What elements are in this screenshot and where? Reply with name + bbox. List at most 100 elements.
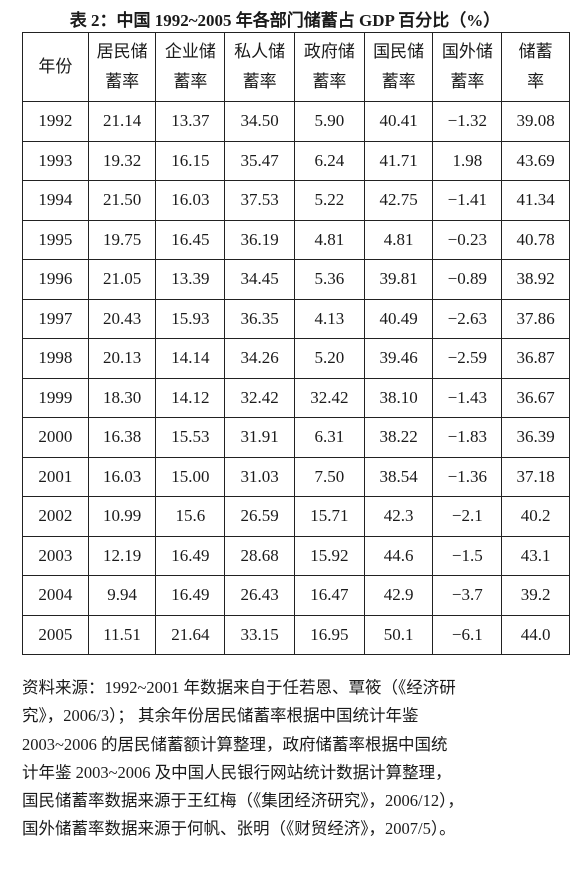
table-cell: 36.67 xyxy=(501,377,570,418)
table-cell: −3.7 xyxy=(432,575,503,616)
table-cell: 38.54 xyxy=(363,456,434,497)
header-line: 蓄率 xyxy=(173,72,208,91)
table-cell: 15.00 xyxy=(155,456,226,497)
table-cell: −0.89 xyxy=(432,259,503,300)
header-line: 蓄率 xyxy=(381,72,416,91)
table-cell: 35.47 xyxy=(224,140,295,181)
table-cell: 5.22 xyxy=(293,180,365,221)
table-cell: 2005 xyxy=(22,614,89,655)
table-cell: 28.68 xyxy=(224,535,295,576)
header-cell: 居民储 蓄率 xyxy=(87,32,157,102)
table-cell: 5.36 xyxy=(293,259,365,300)
table-cell: 41.71 xyxy=(363,140,434,181)
table-cell: 1.98 xyxy=(432,140,503,181)
table-cell: −1.32 xyxy=(432,101,503,142)
header-line: 私人储 xyxy=(234,42,286,61)
header-line: 蓄率 xyxy=(242,72,277,91)
table-cell: 16.49 xyxy=(155,575,226,616)
table-cell: 1993 xyxy=(22,140,89,181)
header-line: 企业储 xyxy=(164,42,216,61)
table-cell: 42.9 xyxy=(363,575,434,616)
table-cell: 26.59 xyxy=(224,496,295,537)
table-row: 1995 19.75 16.45 36.19 4.81 4.81 −0.23 40.78 xyxy=(22,219,570,260)
table-cell: 15.93 xyxy=(155,298,226,339)
table-cell: 44.6 xyxy=(363,535,434,576)
table-cell: −2.59 xyxy=(432,338,503,379)
table-cell: 14.12 xyxy=(155,377,226,418)
table-cell: 16.38 xyxy=(87,417,157,458)
table-cell: −1.83 xyxy=(432,417,503,458)
header-line: 储蓄 xyxy=(518,42,553,61)
table-cell: 34.50 xyxy=(224,101,295,142)
table-cell: 43.1 xyxy=(501,535,570,576)
table-cell: 1996 xyxy=(22,259,89,300)
table-cell: 36.87 xyxy=(501,338,570,379)
header-line: 蓄率 xyxy=(312,72,347,91)
header-line: 国民储 xyxy=(373,42,425,61)
header-line: 蓄率 xyxy=(105,72,140,91)
table-row: 1993 19.32 16.15 35.47 6.24 41.71 1.98 43.69 xyxy=(22,140,570,181)
table-cell: 4.13 xyxy=(293,298,365,339)
table-cell: 39.46 xyxy=(363,338,434,379)
table-cell: −1.41 xyxy=(432,180,503,221)
table-cell: 36.39 xyxy=(501,417,570,458)
table-row: 1999 18.30 14.12 32.42 32.42 38.10 −1.43 36.67 xyxy=(22,377,570,418)
table-row: 1997 20.43 15.93 36.35 4.13 40.49 −2.63 37.86 xyxy=(22,298,570,339)
table-row: 2003 12.19 16.49 28.68 15.92 44.6 −1.5 43.1 xyxy=(22,535,570,576)
table-cell: 16.15 xyxy=(155,140,226,181)
header-line: 率 xyxy=(527,72,545,91)
table-cell: 7.50 xyxy=(293,456,365,497)
table-cell: 40.78 xyxy=(501,219,570,260)
table-cell: 21.05 xyxy=(87,259,157,300)
header-cell: 储蓄率 xyxy=(501,32,570,102)
table-cell: 32.42 xyxy=(224,377,295,418)
header-cell: 国民储 蓄率 xyxy=(363,32,434,102)
table-cell: 38.10 xyxy=(363,377,434,418)
header-row: 年份 居民储 蓄率 企业储 蓄率 私人储 蓄率 政府储 蓄率 国民储 蓄率 国外储 蓄率 储蓄率 xyxy=(22,32,570,102)
table-cell: 16.03 xyxy=(87,456,157,497)
table-cell: 5.20 xyxy=(293,338,365,379)
table-cell: 1995 xyxy=(22,219,89,260)
table-row: 2000 16.38 15.53 31.91 6.31 38.22 −1.83 36.39 xyxy=(22,417,570,458)
table-cell: 33.15 xyxy=(224,614,295,655)
table-cell: 10.99 xyxy=(87,496,157,537)
table-cell: 31.91 xyxy=(224,417,295,458)
table-cell: 21.50 xyxy=(87,180,157,221)
header-line: 政府储 xyxy=(303,42,355,61)
header-cell: 年份 xyxy=(22,32,89,102)
table-row: 1998 20.13 14.14 34.26 5.20 39.46 −2.59 36.87 xyxy=(22,338,570,379)
note-line: 计年鉴 2003~2006 及中国人民银行网站统计数据计算整理， xyxy=(22,762,452,782)
table-cell: 1998 xyxy=(22,338,89,379)
table-cell: 39.2 xyxy=(501,575,570,616)
table-row: 1992 21.14 13.37 34.50 5.90 40.41 −1.32 39.08 xyxy=(22,101,570,142)
table-cell: −2.63 xyxy=(432,298,503,339)
table-cell: −6.1 xyxy=(432,614,503,655)
table-cell: 34.26 xyxy=(224,338,295,379)
table-cell: 1994 xyxy=(22,180,89,221)
table-cell: 15.6 xyxy=(155,496,226,537)
note-line: 国民储蓄率数据来源于王红梅（《集团经济研究》，2006/12）， xyxy=(22,791,464,811)
table-cell: 34.45 xyxy=(224,259,295,300)
table-cell: −1.36 xyxy=(432,456,503,497)
table-cell: 44.0 xyxy=(501,614,570,655)
table-cell: 6.31 xyxy=(293,417,365,458)
table-cell: 1992 xyxy=(22,101,89,142)
table-row: 1996 21.05 13.39 34.45 5.36 39.81 −0.89 38.92 xyxy=(22,259,570,300)
table-cell: −2.1 xyxy=(432,496,503,537)
table-cell: 2003 xyxy=(22,535,89,576)
table-cell: 40.41 xyxy=(363,101,434,142)
table-cell: 20.13 xyxy=(87,338,157,379)
table-cell: −0.23 xyxy=(432,219,503,260)
header-line: 国外储 xyxy=(441,42,493,61)
table-cell: 37.86 xyxy=(501,298,570,339)
table-cell: 15.53 xyxy=(155,417,226,458)
table-cell: 13.37 xyxy=(155,101,226,142)
table-cell: 31.03 xyxy=(224,456,295,497)
header-cell: 私人储 蓄率 xyxy=(224,32,295,102)
table-cell: 13.39 xyxy=(155,259,226,300)
table-cell: 26.43 xyxy=(224,575,295,616)
note-line: 究》，2006/3）； 其余年份居民储蓄率根据中国统计年鉴 xyxy=(22,706,419,726)
header-cell: 政府储 蓄率 xyxy=(293,32,365,102)
table-cell: 4.81 xyxy=(363,219,434,260)
